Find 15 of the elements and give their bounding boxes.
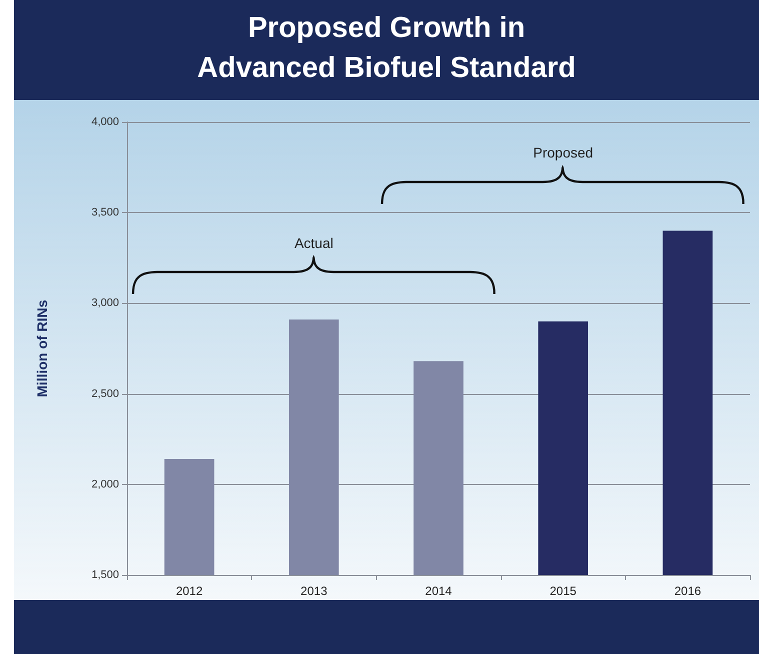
y-tick-label: 3,500 (91, 206, 119, 219)
x-tick-label: 2013 (300, 584, 328, 598)
y-tick-label: 2,500 (91, 388, 119, 400)
x-tick-label: 2014 (425, 584, 452, 598)
y-tick-label: 2,000 (91, 478, 119, 490)
y-tick-label: 1,500 (91, 569, 119, 581)
chart-title: Proposed Growth in Advanced Biofuel Standard (196, 11, 577, 86)
y-tick-label: 3,000 (91, 297, 119, 310)
x-tick-label: 2015 (550, 584, 577, 598)
x-tick-label: 2012 (176, 584, 203, 598)
annotation: Actual (294, 235, 334, 252)
x-tick-label: 2016 (674, 584, 702, 598)
y-tick-label: 4,000 (91, 116, 119, 128)
annotation: Proposed (533, 144, 594, 161)
y-axis-title: Million of RINs (34, 300, 50, 398)
